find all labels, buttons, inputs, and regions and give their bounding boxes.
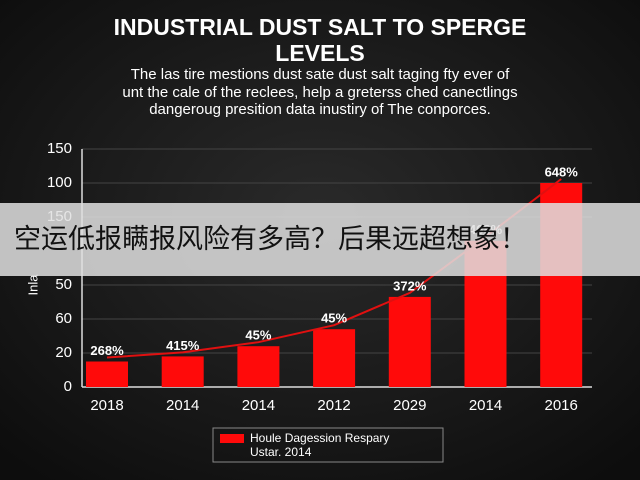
y-axis-label: Inla bbox=[25, 274, 40, 296]
y-tick-label: 20 bbox=[55, 344, 72, 361]
subtitle: The las tire mestions dust sate dust sal… bbox=[131, 66, 510, 83]
data-annotation: 45% bbox=[245, 328, 271, 343]
legend-box bbox=[212, 427, 444, 463]
x-tick-label: 2029 bbox=[393, 397, 426, 414]
data-annotation: 268% bbox=[90, 343, 124, 358]
data-annotation: 45% bbox=[321, 311, 347, 326]
legend-swatch bbox=[220, 434, 244, 443]
chart-title: INDUSTRIAL DUST SALT TO SPERGE LEVELS bbox=[114, 14, 527, 66]
y-tick-label: 50 bbox=[55, 276, 72, 293]
overlay-text: 空运低报瞒报风险有多高？后果远超想象！ bbox=[14, 224, 527, 254]
y-tick-label: 0 bbox=[64, 378, 72, 395]
legend-label: Houle Dagession Respary bbox=[250, 431, 389, 445]
bar bbox=[86, 361, 128, 387]
data-annotation: 648% bbox=[545, 164, 579, 179]
bar bbox=[161, 356, 204, 387]
data-annotation: 415% bbox=[166, 338, 200, 353]
x-tick-label: 2014 bbox=[242, 397, 275, 414]
subtitle: dangeroug presition data inustiry of The… bbox=[149, 101, 491, 118]
x-tick-label: 2018 bbox=[90, 397, 123, 414]
x-tick-label: 2014 bbox=[469, 397, 502, 414]
bar bbox=[313, 329, 356, 387]
bar bbox=[237, 346, 280, 387]
overlay-banner bbox=[0, 203, 640, 276]
y-tick-label: 150 bbox=[47, 140, 72, 157]
y-tick-label: 60 bbox=[55, 310, 72, 327]
x-tick-label: 2014 bbox=[166, 397, 199, 414]
data-annotation: 372% bbox=[393, 278, 427, 293]
bar bbox=[388, 296, 431, 387]
x-tick-label: 2016 bbox=[545, 397, 578, 414]
subtitle: unt the cale of the reclees, help a gret… bbox=[122, 84, 517, 101]
y-tick-label: 100 bbox=[47, 174, 72, 191]
x-tick-label: 2012 bbox=[317, 397, 350, 414]
legend-label: Ustar. 2014 bbox=[250, 445, 312, 459]
